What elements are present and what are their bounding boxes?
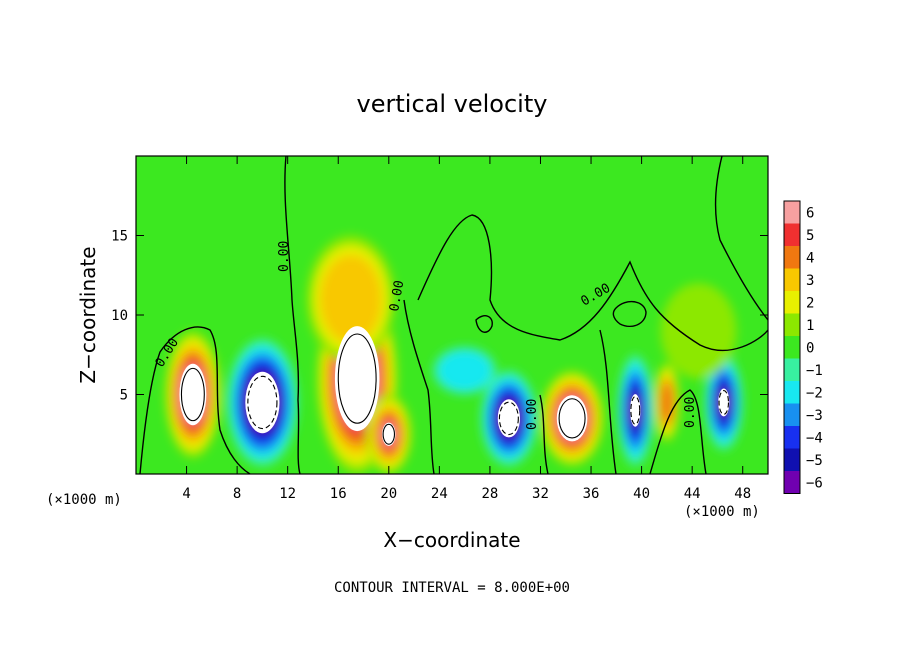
x-axis-title: X−coordinate (383, 528, 520, 552)
colorbar-label: −2 (806, 385, 823, 401)
colorbar-label: 0 (806, 340, 814, 356)
velocity-level (660, 283, 737, 379)
contour-line (403, 299, 435, 474)
colorbar-label: −4 (806, 430, 823, 446)
colorbar-swatch (784, 358, 800, 381)
y-tick-label: 10 (111, 308, 128, 324)
x-tick-label: 20 (380, 486, 397, 502)
cell-contour (247, 375, 278, 430)
contour-line (714, 156, 768, 321)
cell-contour (718, 390, 730, 415)
y-tick-label: 5 (120, 388, 128, 404)
x-unit-label-right: (×1000 m) (684, 504, 760, 520)
velocity-level (320, 255, 382, 344)
colorbar-label: −3 (806, 408, 823, 424)
colorbar-label: 5 (806, 228, 814, 244)
y-axis-title: Z−coordinate (76, 246, 100, 383)
saturated-core (334, 326, 380, 432)
colorbar-swatch (784, 246, 800, 269)
x-tick-label: 16 (330, 486, 347, 502)
colorbar-label: 6 (806, 205, 814, 221)
zero-contours (139, 156, 768, 474)
colorbar-label: 4 (806, 250, 814, 266)
contour-line (612, 301, 647, 328)
saturated-core (556, 395, 588, 442)
contour-line (417, 214, 768, 351)
velocity-field (165, 235, 743, 474)
cell-contour (558, 398, 586, 439)
velocity-level (660, 381, 674, 424)
colorbar-label: 3 (806, 273, 814, 289)
y-tick-label: 15 (111, 229, 128, 245)
x-tick-label: 24 (431, 486, 448, 502)
colorbar-label: −5 (806, 453, 823, 469)
y-axis: 5 10 15 (111, 229, 768, 404)
contour-line (599, 329, 617, 474)
colorbar-swatch (784, 336, 800, 359)
colorbar: 6 5 4 3 2 1 0 −1 −2 −3 −4 −5 −6 (783, 200, 823, 494)
colorbar-swatch (784, 403, 800, 426)
colorbar-swatch (784, 313, 800, 336)
colorbar-label: 2 (806, 295, 814, 311)
cell-contours (180, 333, 730, 445)
contour-label: 0.00 (683, 397, 698, 428)
colorbar-swatch (784, 201, 800, 224)
plot-area: 0.00 0.00 0.00 0.00 0.00 0.00 (135, 155, 769, 475)
saturated-core (245, 371, 280, 434)
colorbar-swatch (784, 291, 800, 314)
colorbar-swatch (784, 381, 800, 404)
saturated-core (382, 422, 396, 446)
colorbar-label: −1 (806, 363, 823, 379)
colorbar-swatch (784, 448, 800, 471)
cell-contour (180, 367, 205, 422)
x-unit-label-left: (×1000 m) (46, 492, 122, 508)
colorbar-swatch (784, 268, 800, 291)
contour-line (475, 315, 493, 333)
contour-line (139, 326, 251, 474)
x-tick-label: 48 (734, 486, 751, 502)
contour-interval-note: CONTOUR INTERVAL = 8.000E+00 (334, 580, 570, 596)
contour-label: 0.00 (277, 241, 292, 272)
x-tick-label: 36 (583, 486, 600, 502)
colorbar-frame (783, 200, 801, 494)
saturated-core (630, 394, 641, 427)
x-tick-label: 8 (233, 486, 241, 502)
chart-title: vertical velocity (357, 90, 548, 118)
contour-line (649, 389, 707, 474)
contour-label: 0.00 (525, 399, 540, 430)
colorbar-label: 1 (806, 318, 814, 334)
cell-contour (382, 423, 396, 445)
contour-line (539, 394, 549, 474)
x-tick-label: 40 (633, 486, 650, 502)
saturated-core (179, 363, 207, 426)
colorbar-swatch (784, 471, 800, 494)
x-tick-label: 4 (182, 486, 190, 502)
velocity-level (437, 350, 492, 391)
contour-label: 0.00 (387, 279, 407, 312)
cell-contour (498, 401, 519, 436)
x-tick-label: 12 (279, 486, 296, 502)
saturated-core (718, 388, 730, 417)
contour-line (284, 156, 301, 474)
x-tick-label: 28 (481, 486, 498, 502)
x-tick-label: 32 (532, 486, 549, 502)
cell-contour (630, 395, 641, 425)
x-tick-label: 44 (684, 486, 701, 502)
colorbar-swatch (784, 223, 800, 246)
colorbar-swatch (784, 426, 800, 449)
saturated-core (497, 399, 521, 438)
cell-contour (337, 333, 377, 424)
x-axis: 4 8 12 16 20 24 28 32 36 40 44 48 (182, 156, 751, 502)
colorbar-label: −6 (806, 475, 823, 491)
